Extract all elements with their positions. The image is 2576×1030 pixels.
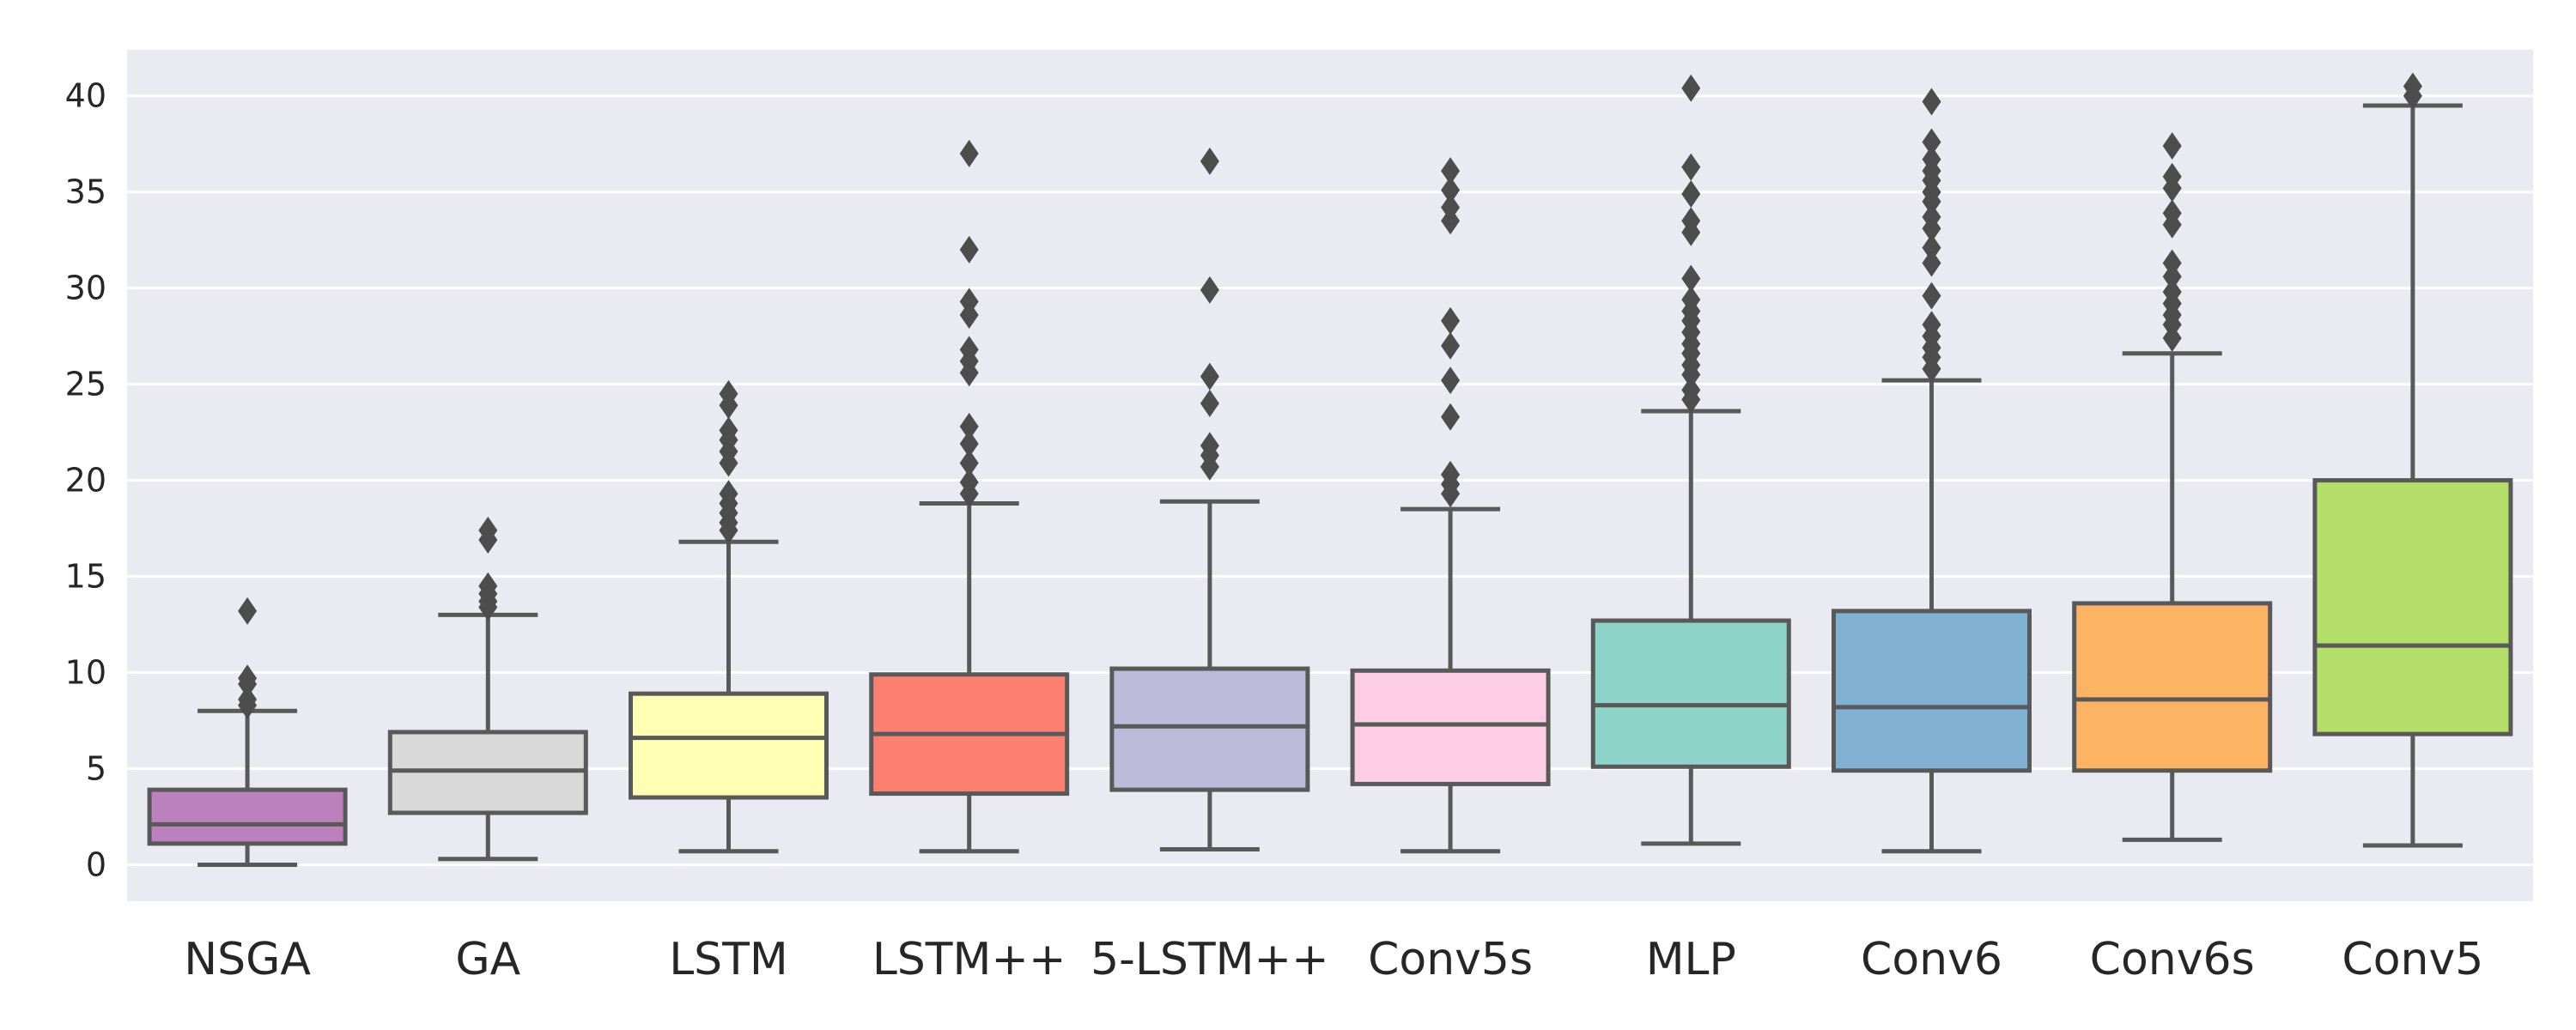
outlier-point-8	[2162, 199, 2182, 227]
y-tick-label-4: 20	[65, 462, 106, 500]
y-tick-label-6: 30	[65, 270, 106, 307]
box-Conv5s	[1350, 157, 1551, 854]
outlier-point-2	[1200, 432, 1219, 460]
x-tick-label-1: GA	[455, 934, 520, 985]
y-tick-label-8: 40	[65, 77, 106, 115]
y-tick-label-3: 15	[65, 558, 106, 596]
outlier-point-2	[1441, 460, 1461, 488]
outlier-point-8	[719, 416, 738, 445]
box-5-LSTM++	[1109, 147, 1310, 852]
x-tick-label-8: Conv6s	[2090, 934, 2255, 985]
outlier-point-11	[959, 139, 979, 167]
outlier-point-1	[959, 468, 979, 496]
x-tick-label-3: LSTM++	[872, 934, 1066, 985]
iqr-box	[1109, 666, 1310, 792]
x-tick-label-0: NSGA	[184, 934, 311, 985]
outlier-point-12	[1681, 207, 1701, 235]
outlier-point-10	[959, 235, 979, 264]
box-LSTM	[629, 379, 829, 854]
outlier-point-3	[478, 572, 498, 600]
outlier-point-9	[1681, 286, 1701, 314]
boxes	[147, 72, 2513, 867]
y-tick-label-1: 5	[86, 749, 106, 787]
outlier-point-15	[1922, 128, 1941, 156]
outlier-point-10	[2162, 162, 2182, 191]
outlier-point-1	[2403, 72, 2422, 100]
outlier-point-4	[1441, 367, 1461, 395]
outlier-point-4	[1200, 362, 1219, 391]
outlier-point-2	[959, 449, 979, 477]
box-GA	[387, 516, 588, 862]
y-tick-label-2: 10	[65, 654, 106, 692]
outlier-point-5	[1200, 276, 1219, 304]
iqr-box	[2312, 478, 2513, 736]
x-tick-label-2: LSTM	[669, 934, 788, 985]
x-tick-label-9: Conv5	[2342, 934, 2483, 985]
y-tick-label-0: 0	[86, 845, 106, 883]
outlier-point-13	[1681, 179, 1701, 208]
y-tick-label-5: 25	[65, 366, 106, 403]
outlier-point-6	[2162, 249, 2182, 277]
box-Conv5	[2312, 72, 2513, 848]
outlier-point-4	[238, 597, 258, 625]
outlier-point-6	[1441, 306, 1461, 335]
outlier-point-10	[1681, 264, 1701, 293]
y-tick-label-7: 35	[65, 173, 106, 211]
iqr-box	[1832, 609, 2032, 773]
outlier-point-4	[959, 412, 979, 440]
x-tick-labels: NSGA GA LSTM LSTM++ 5-LSTM++ Conv5s MLP Conv6 Co…	[184, 934, 2483, 985]
outlier-point-4	[2162, 278, 2182, 306]
outlier-point-5	[1441, 331, 1461, 360]
iqr-box	[1350, 668, 1551, 786]
x-tick-label-7: Conv6	[1861, 934, 2002, 985]
outlier-point-14	[1681, 153, 1701, 181]
outlier-point-9	[959, 288, 979, 316]
outlier-point-9	[1441, 176, 1461, 204]
outlier-point-1	[238, 685, 258, 713]
outlier-point-15	[1681, 74, 1701, 102]
outlier-point-3	[238, 664, 258, 693]
outlier-point-9	[1922, 203, 1941, 231]
outlier-point-3	[1441, 403, 1461, 431]
iqr-box	[2072, 601, 2273, 773]
outlier-point-3	[1200, 390, 1219, 418]
outlier-point-8	[1441, 193, 1461, 221]
outlier-point-1	[1681, 376, 1701, 404]
outlier-point-6	[1200, 147, 1219, 175]
outlier-point-10	[1441, 157, 1461, 185]
x-tick-label-6: MLP	[1646, 934, 1736, 985]
outlier-point-5	[478, 516, 498, 544]
outlier-point-6	[1922, 249, 1941, 277]
outlier-point-10	[719, 379, 738, 408]
iqr-box	[1590, 618, 1791, 769]
outlier-point-11	[2162, 131, 2182, 160]
box-Conv6	[1832, 88, 2032, 854]
iqr-box	[147, 787, 348, 846]
box-LSTM++	[869, 139, 1070, 854]
box-NSGA	[147, 597, 348, 867]
outlier-point-7	[1922, 233, 1941, 262]
x-tick-label-5: Conv5s	[1368, 934, 1533, 985]
outlier-point-4	[719, 480, 738, 508]
outlier-point-4	[1922, 311, 1941, 339]
box-MLP	[1590, 74, 1791, 846]
outlier-point-16	[1922, 88, 1941, 116]
x-tick-label-4: 5-LSTM++	[1091, 934, 1329, 985]
y-tick-labels: 0 5 10 15 20 25 30 35 40	[65, 77, 106, 884]
outlier-point-14	[1922, 145, 1941, 173]
box-Conv6s	[2072, 131, 2273, 842]
outlier-point-3	[959, 430, 979, 458]
outlier-point-5	[1922, 282, 1941, 310]
outlier-point-7	[959, 336, 979, 364]
y-gridlines	[127, 94, 2533, 866]
iqr-box	[629, 691, 829, 800]
